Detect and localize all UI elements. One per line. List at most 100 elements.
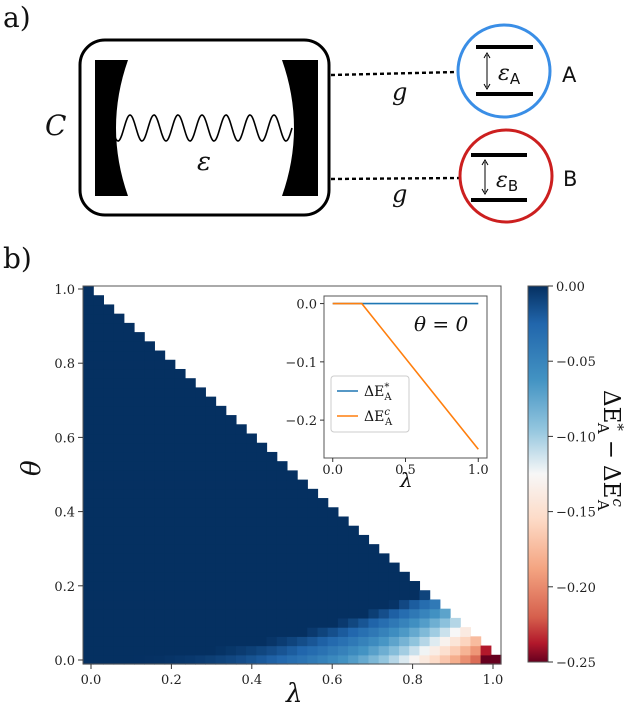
heatmap-cell — [184, 378, 196, 389]
heatmap-cell — [123, 590, 135, 601]
heatmap-cell — [378, 608, 390, 619]
heatmap-cell — [83, 442, 94, 453]
heatmap-cell — [83, 368, 94, 379]
heatmap-cell — [327, 534, 339, 545]
heatmap-cell — [184, 581, 196, 591]
heatmap-cell — [83, 562, 94, 573]
heatmap-cell — [164, 627, 176, 637]
heatmap-cell — [154, 516, 166, 527]
heatmap-cell — [144, 544, 155, 554]
heatmap-cell — [93, 396, 104, 407]
heatmap-cell — [225, 470, 237, 481]
heatmap-cell — [256, 451, 268, 462]
heatmap-cell — [317, 654, 329, 665]
heatmap-cell — [123, 451, 135, 462]
heatmap-cell — [103, 498, 115, 508]
heatmap-cell — [297, 590, 308, 601]
heatmap-cell — [215, 544, 227, 554]
heatmap-cell — [154, 645, 166, 656]
heatmap-cell — [297, 581, 308, 591]
heatmap-cell — [215, 534, 227, 545]
heatmap-cell — [83, 599, 94, 610]
heatmap-cell — [419, 599, 431, 610]
heatmap-cell — [83, 636, 94, 647]
heatmap-cell — [103, 368, 115, 379]
heatmap-cell — [133, 368, 145, 379]
heatmap-cell — [388, 608, 400, 619]
heatmap-cell — [266, 608, 278, 619]
heatmap-cell — [399, 590, 410, 601]
heatmap-cell — [235, 488, 247, 499]
heatmap-cell — [307, 590, 319, 601]
heatmap-cell — [154, 451, 166, 462]
heatmap-cell — [307, 544, 319, 554]
heatmap-cell — [388, 581, 400, 591]
heatmap-cell — [195, 525, 206, 536]
heatmap-cell — [225, 562, 237, 573]
heatmap-cell — [368, 581, 380, 591]
heatmap-cell — [337, 581, 349, 591]
heatmap-cell — [235, 470, 247, 481]
heatmap-cell — [399, 654, 410, 665]
heatmap-cell — [154, 424, 166, 435]
heatmap-cell — [164, 608, 176, 619]
heatmap-cell — [133, 470, 145, 481]
heatmap-cell — [164, 617, 176, 628]
heatmap-cell — [113, 627, 125, 637]
heatmap-cell — [174, 396, 186, 407]
heatmap-cell — [348, 617, 359, 628]
heatmap-cell — [164, 442, 176, 453]
heatmap-cell — [133, 599, 145, 610]
heatmap-cell — [256, 498, 268, 508]
heatmap-cell — [409, 608, 421, 619]
heatmap-cell — [337, 553, 349, 564]
heatmap-cell — [215, 461, 227, 471]
heatmap-cell — [103, 451, 115, 462]
heatmap-cell — [297, 488, 308, 499]
heatmap-cell — [154, 590, 166, 601]
heatmap-cell — [235, 654, 247, 665]
heatmap-cell — [225, 608, 237, 619]
heatmap-cell — [113, 617, 125, 628]
heatmap-cell — [174, 581, 186, 591]
heatmap-cell — [337, 617, 349, 628]
heatmap-cell — [307, 525, 319, 536]
heatmap-cell — [480, 654, 492, 665]
heatmap-cell — [164, 562, 176, 573]
heatmap-cell — [83, 488, 94, 499]
heatmap-cell — [256, 617, 268, 628]
heatmap-cell — [256, 534, 268, 545]
heatmap-cell — [205, 516, 217, 527]
heatmap-cell — [337, 636, 349, 647]
heatmap-cell — [164, 581, 176, 591]
heatmap-cell — [93, 571, 104, 582]
heatmap-cell — [164, 645, 176, 656]
heatmap-cell — [276, 636, 288, 647]
heatmap-cell — [164, 451, 176, 462]
heatmap-cell — [93, 341, 104, 352]
heatmap-cell — [286, 553, 298, 564]
heatmap-cell — [195, 415, 206, 425]
heatmap-cell — [225, 488, 237, 499]
heatmap-cell — [93, 654, 104, 665]
heatmap-cell — [317, 627, 329, 637]
heatmap-cell — [215, 525, 227, 536]
heatmap-cell — [83, 322, 94, 333]
inset-y-tick-label: 0.0 — [296, 298, 317, 313]
heatmap-cell — [83, 387, 94, 398]
heatmap-cell — [184, 562, 196, 573]
heatmap-cell — [358, 627, 370, 637]
heatmap-cell — [327, 571, 339, 582]
heatmap-cell — [113, 581, 125, 591]
heatmap-cell — [286, 627, 298, 637]
heatmap-cell — [205, 627, 217, 637]
heatmap-cell — [123, 654, 135, 665]
heatmap-cell — [215, 507, 227, 518]
heatmap-cell — [450, 636, 461, 647]
heatmap-cell — [113, 562, 125, 573]
heatmap-cell — [133, 424, 145, 435]
heatmap-cell — [93, 470, 104, 481]
heatmap-cell — [286, 571, 298, 582]
heatmap-cell — [266, 571, 278, 582]
heatmap-cell — [133, 516, 145, 527]
